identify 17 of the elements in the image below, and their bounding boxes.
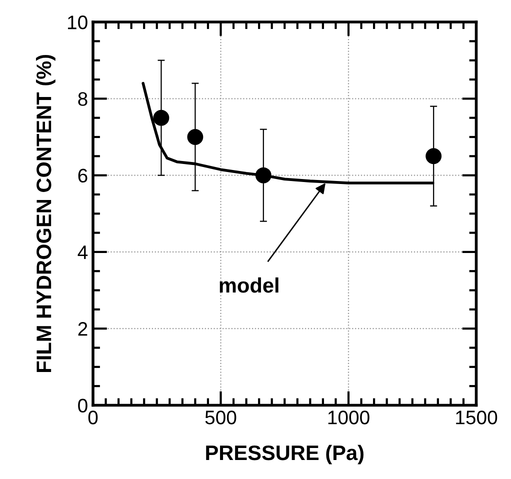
annotation: model [220, 277, 278, 293]
y-tick-label: 10 [68, 16, 88, 30]
x-axis-title: PRESSURE (Pa) [206, 444, 364, 464]
x-tick-label: 500 [205, 410, 236, 424]
point [153, 110, 170, 126]
x-tick-label: 0 [88, 410, 98, 424]
y-axis-title: FILM HYDROGEN CONTENT (%) [36, 54, 56, 372]
point [255, 167, 272, 184]
x-tick-label: 1000 [328, 410, 370, 424]
point [426, 148, 442, 164]
y-tick-label: 8 [78, 92, 88, 106]
y-tick-label: 0 [78, 398, 88, 412]
y-tick-label: 4 [78, 246, 88, 259]
point [187, 129, 204, 145]
y-tick-label: 6 [78, 168, 88, 183]
x-tick-label: 1500 [456, 410, 498, 424]
y-tick-label: 2 [78, 322, 88, 336]
